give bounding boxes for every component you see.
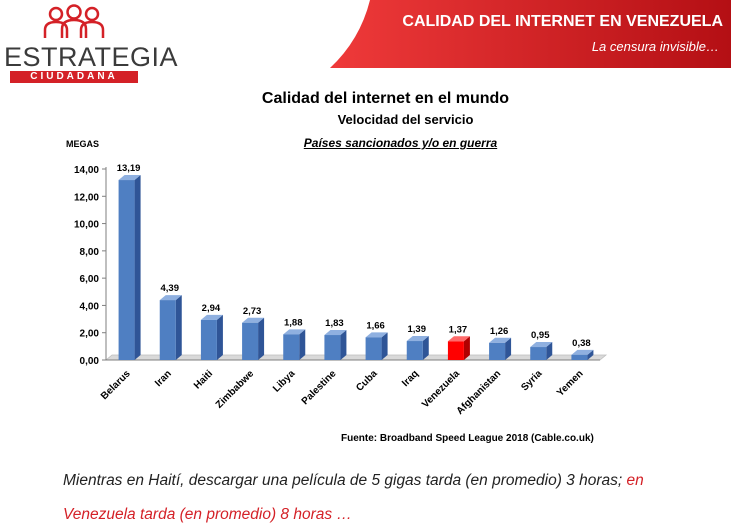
bar-side [134,175,141,360]
bar-side [340,330,347,360]
bar-value-label: 2,73 [243,306,262,317]
bar-side [216,314,223,360]
bar-value-label: 4,39 [161,283,180,294]
bar-value-label: 0,38 [572,338,591,349]
note-line-2: Venezuela tarda (en promedio) 8 horas … [63,506,352,523]
bar [406,341,423,360]
bar [571,354,588,360]
x-tick-label: Syria [519,368,544,393]
note-text-1: Mientras en Haití, descargar una películ… [63,472,627,489]
chart-subtitle: Velocidad del servicio [337,112,474,127]
x-tick-label: Cuba [354,368,380,394]
bar-top [283,329,306,335]
bar-value-label: 13,19 [117,163,141,174]
y-tick-label: 2,00 [80,329,100,340]
chart-source: Fuente: Broadband Speed League 2018 (Cab… [341,433,594,444]
bar-side [463,336,470,360]
header-banner: CALIDAD DEL INTERNET EN VENEZUELA La cen… [330,0,731,68]
bar-value-label: 1,37 [449,324,468,335]
x-tick-label: Afghanistan [455,368,504,417]
x-tick-label: Iraq [400,368,421,389]
bar-top [242,317,265,323]
x-tick-label: Zimbabwe [214,368,257,411]
bar-value-label: 2,94 [202,303,221,314]
bar-side [299,329,306,360]
bar [447,341,464,360]
bar-top [571,349,594,355]
bar-top [406,336,429,342]
bar-top [200,314,223,320]
logo-subtitle: CIUDADANA [10,71,138,83]
banner-subtitle: La censura invisible… [591,39,719,54]
bar-top [447,336,470,342]
x-tick-label: Libya [271,368,298,395]
bar-side [381,332,388,360]
bar-value-label: 1,26 [490,326,509,337]
bar [530,347,547,360]
banner-shape [330,0,731,68]
bar-top [530,342,553,348]
bar [283,334,300,360]
y-tick-label: 4,00 [80,301,100,312]
bar [242,322,259,360]
bar [200,319,217,360]
x-tick-label: Yemen [555,368,586,399]
bar-side [175,295,182,360]
bar-value-label: 1,39 [408,324,427,335]
x-tick-label: Iran [153,368,174,389]
x-tick-label: Haiti [192,368,215,391]
bar-top [324,330,347,336]
y-tick-label: 0,00 [80,356,100,367]
people-icon [43,4,105,38]
bar-top [365,332,388,338]
banner-title: CALIDAD DEL INTERNET EN VENEZUELA [402,13,723,30]
bar-side [258,317,265,360]
bar-top [489,337,512,343]
bar [118,180,135,360]
y-tick-label: 10,00 [74,220,99,231]
y-tick-label: 12,00 [74,192,99,203]
note-text-1-red: en [626,472,644,489]
chart-title: Calidad del internet en el mundo [261,90,510,107]
bar [159,300,176,360]
y-axis-label: MEGAS [66,139,99,149]
bar-value-label: 1,83 [325,318,344,329]
note-line-1: Mientras en Haití, descargar una películ… [63,472,703,490]
y-tick-label: 14,00 [74,165,99,176]
y-tick-label: 6,00 [80,274,100,285]
bar-value-label: 1,66 [366,320,385,331]
chart-subtitle-2: Países sancionados y/o en guerra [303,136,498,150]
bar-side [546,342,553,360]
bar [324,335,341,360]
bar-side [587,349,594,360]
bar-top [159,295,182,301]
bar-side [505,337,512,360]
bar [365,337,382,360]
x-tick-label: Belarus [99,368,133,402]
x-tick-label: Palestine [300,368,339,407]
bar-value-label: 0,95 [531,330,550,341]
x-tick-label: Venezuela [420,368,462,410]
bar-value-label: 1,88 [284,317,303,328]
bar [489,342,506,360]
bar-top [118,175,141,181]
y-tick-label: 8,00 [80,247,100,258]
bar-side [422,336,429,360]
